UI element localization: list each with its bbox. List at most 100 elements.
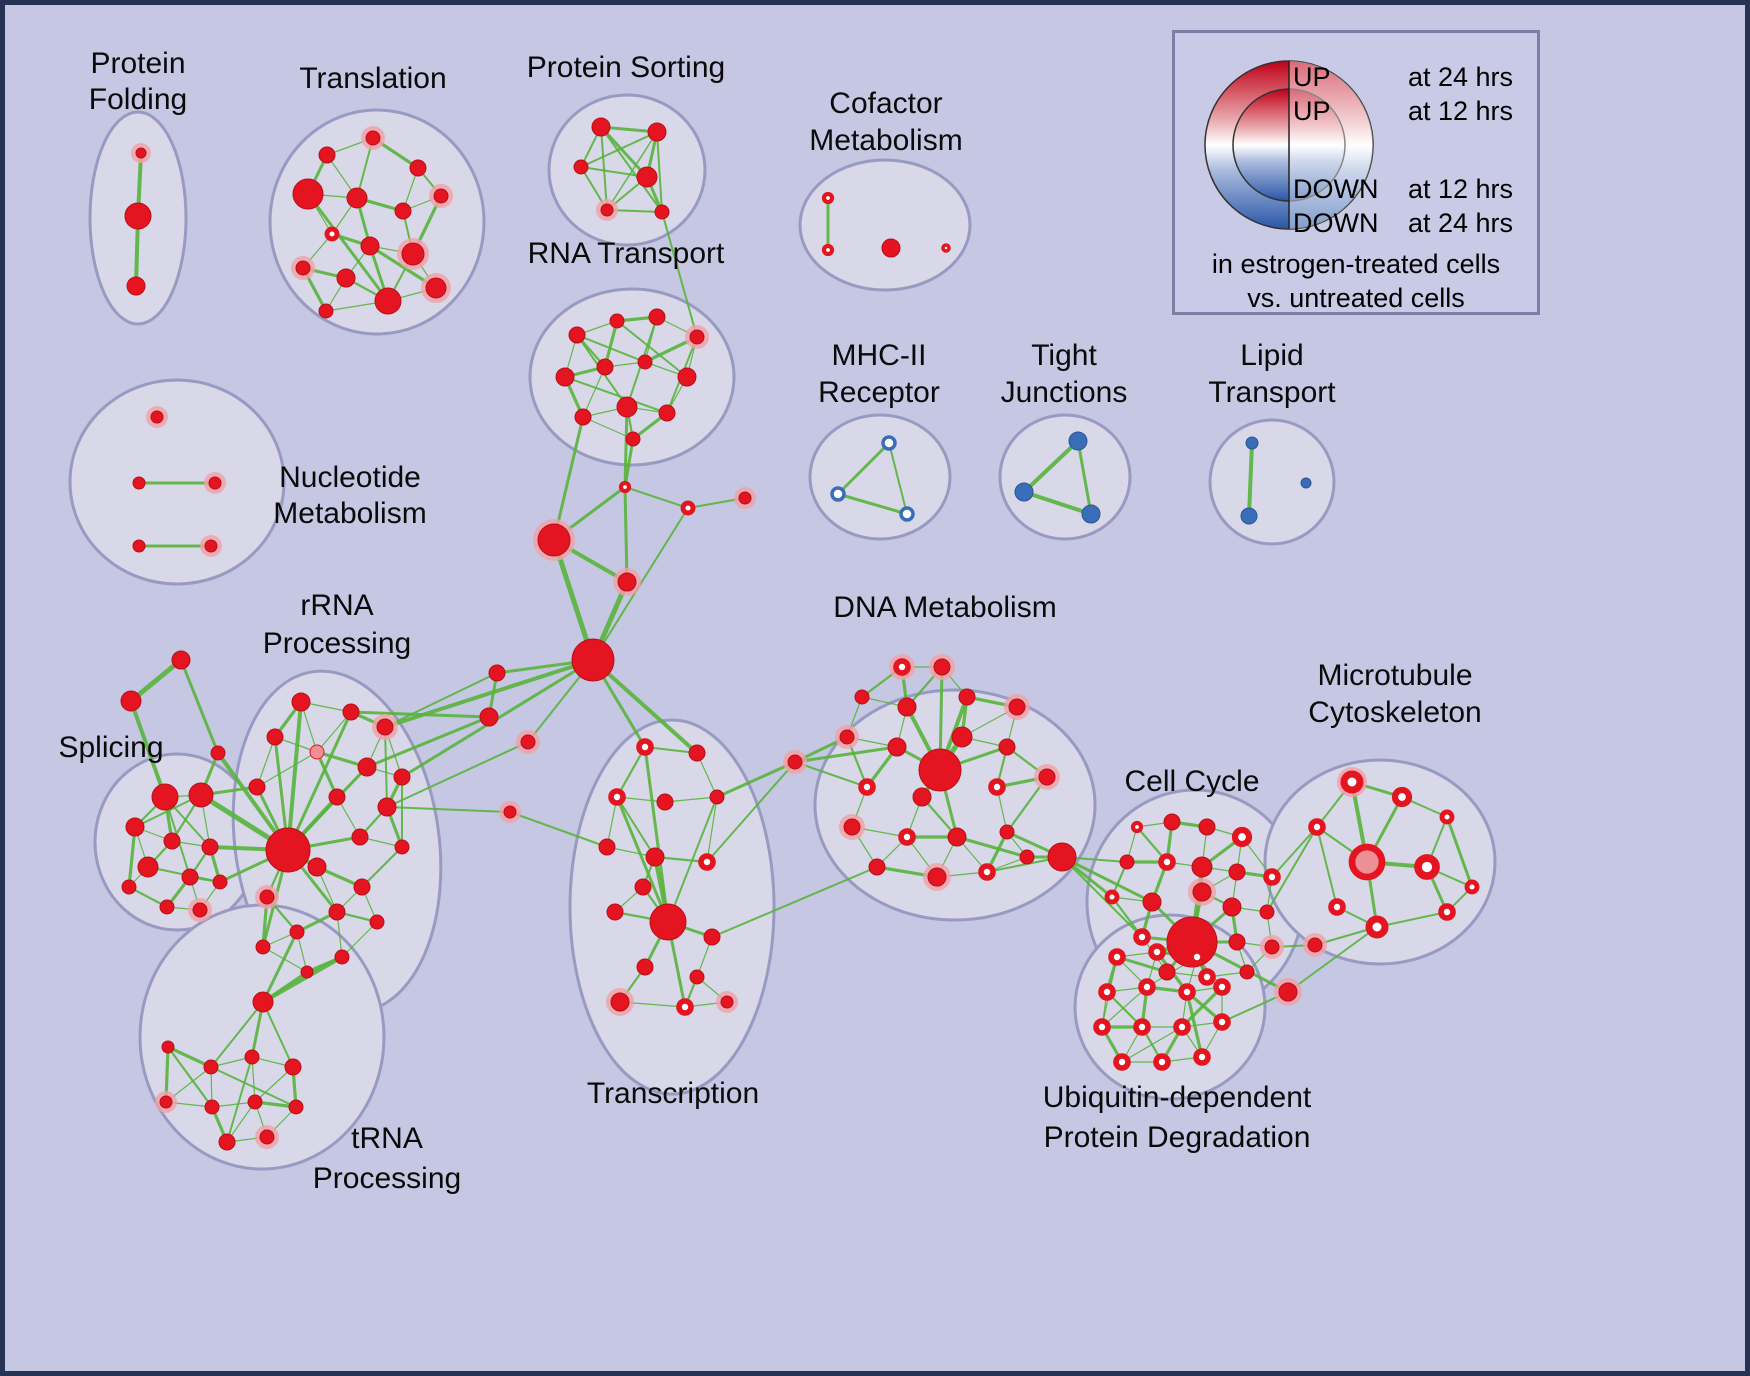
node-transcription [676, 998, 694, 1016]
node-nucleotide-metabolism [200, 535, 222, 557]
node-rrna-processing [357, 757, 377, 777]
network-edge [1022, 490, 1093, 516]
cluster-ellipse-tight-junctions [998, 413, 1132, 541]
node-mhc-ii-receptor [881, 435, 897, 451]
network-edge [1287, 926, 1378, 993]
node-cell-cycle [1104, 889, 1120, 905]
node-transcription [698, 853, 716, 871]
node-dna-metabolism [839, 814, 865, 840]
node-rrna-processing [300, 965, 314, 979]
cluster-label-nucleotide-metabolism: Metabolism [273, 497, 426, 530]
node-dna-metabolism [923, 863, 951, 891]
node-rrna-processing [291, 692, 311, 712]
node-translation [409, 159, 427, 177]
cluster-label-tight-junctions: Junctions [1001, 376, 1128, 409]
network-edge [706, 796, 718, 863]
network-edge [1060, 855, 1154, 904]
node-cell-cycle [1188, 878, 1216, 906]
network-edge [623, 485, 629, 584]
node-dna-metabolism [929, 654, 955, 680]
node-transcription [709, 789, 725, 805]
node-rrna-processing [342, 703, 360, 721]
node-splicing [201, 838, 219, 856]
network-edge [580, 131, 658, 168]
network-edge [836, 441, 891, 496]
network-edge [1076, 439, 1093, 516]
cluster-label-rrna-processing: rRNA [300, 589, 373, 622]
cluster-label-cofactor-metabolism: Metabolism [809, 124, 962, 157]
node-dna-metabolism [978, 863, 996, 881]
cluster-label-transcription: Transcription [587, 1077, 759, 1110]
node-trna-processing [284, 1058, 302, 1076]
legend-caption-line2: vs. untreated cells [1247, 283, 1465, 313]
network-edge [706, 761, 796, 863]
node-ubiquitin-degradation [1133, 1018, 1151, 1036]
node-dna-metabolism [889, 654, 915, 680]
node-rna-transport [637, 354, 653, 370]
legend-time-label: at 12 hrs [1407, 96, 1513, 126]
legend-gradient-glyph [1204, 60, 1374, 230]
node-cell-cycle [1228, 933, 1246, 951]
node-rrna-processing [353, 878, 371, 896]
network-edge [616, 796, 656, 858]
network-edge [552, 415, 585, 542]
node-rrna-processing [255, 939, 271, 955]
node-transcription [645, 847, 665, 867]
node-translation [346, 187, 368, 209]
network-edge [316, 711, 352, 753]
network-edge [365, 715, 491, 769]
node-cell-cycle [1231, 826, 1253, 848]
node-translation [421, 273, 451, 303]
node-e15 [1303, 933, 1327, 957]
node-e9 [499, 801, 521, 823]
network-edge [615, 795, 670, 924]
node-splicing [181, 868, 199, 886]
cluster-label-cell-cycle: Cell Cycle [1124, 765, 1259, 798]
cluster-label-mhc-ii-receptor: Receptor [818, 376, 940, 409]
node-rrna-processing [328, 788, 346, 806]
network-edge [836, 492, 909, 516]
node-microtubule-cytoskeleton [1348, 843, 1386, 881]
network-edge [256, 736, 276, 788]
node-dna-metabolism [918, 748, 962, 792]
node-ubiquitin-degradation [1213, 1013, 1231, 1031]
node-protein-sorting [654, 204, 670, 220]
node-e5 [613, 568, 641, 596]
node-rna-transport [677, 367, 697, 387]
network-edge [129, 699, 167, 799]
node-rrna-processing [394, 839, 410, 855]
node-transcription [606, 903, 624, 921]
network-edge [166, 1045, 214, 1109]
node-mhc-ii-receptor [899, 506, 915, 522]
legend: UP at 24 hrs UP at 12 hrs DOWN at 12 hrs… [1172, 30, 1540, 315]
legend-dir-label: UP [1293, 96, 1331, 126]
node-lipid-transport [1300, 477, 1312, 489]
legend-dir-label: UP [1293, 62, 1331, 92]
node-cell-cycle [1260, 935, 1284, 959]
network-edge [286, 700, 303, 852]
node-rna-transport [625, 431, 641, 447]
node-e1 [618, 480, 632, 494]
node-transcription [634, 878, 652, 896]
node-t2 [120, 690, 142, 712]
node-translation [360, 236, 380, 256]
node-protein-folding [131, 143, 151, 163]
cluster-label-trna-processing: Processing [313, 1162, 461, 1195]
network-edge [955, 835, 1029, 859]
network-edge [127, 825, 137, 889]
cluster-label-nucleotide-metabolism: Nucleotide [279, 461, 421, 494]
node-rrna-processing [369, 914, 385, 930]
network-edge [793, 745, 899, 764]
node-e4 [533, 519, 575, 561]
node-dna-metabolism [868, 858, 886, 876]
network-edge [615, 745, 647, 799]
legend-time-label: at 12 hrs [1407, 174, 1513, 204]
node-nucleotide-metabolism [204, 472, 226, 494]
node-rrna-processing [328, 903, 346, 921]
legend-time-label: at 24 hrs [1407, 62, 1513, 92]
node-cell-cycle [1158, 853, 1176, 871]
node-ubiquitin-degradation [1153, 1053, 1171, 1071]
node-ubiquitin-degradation [1213, 978, 1231, 996]
